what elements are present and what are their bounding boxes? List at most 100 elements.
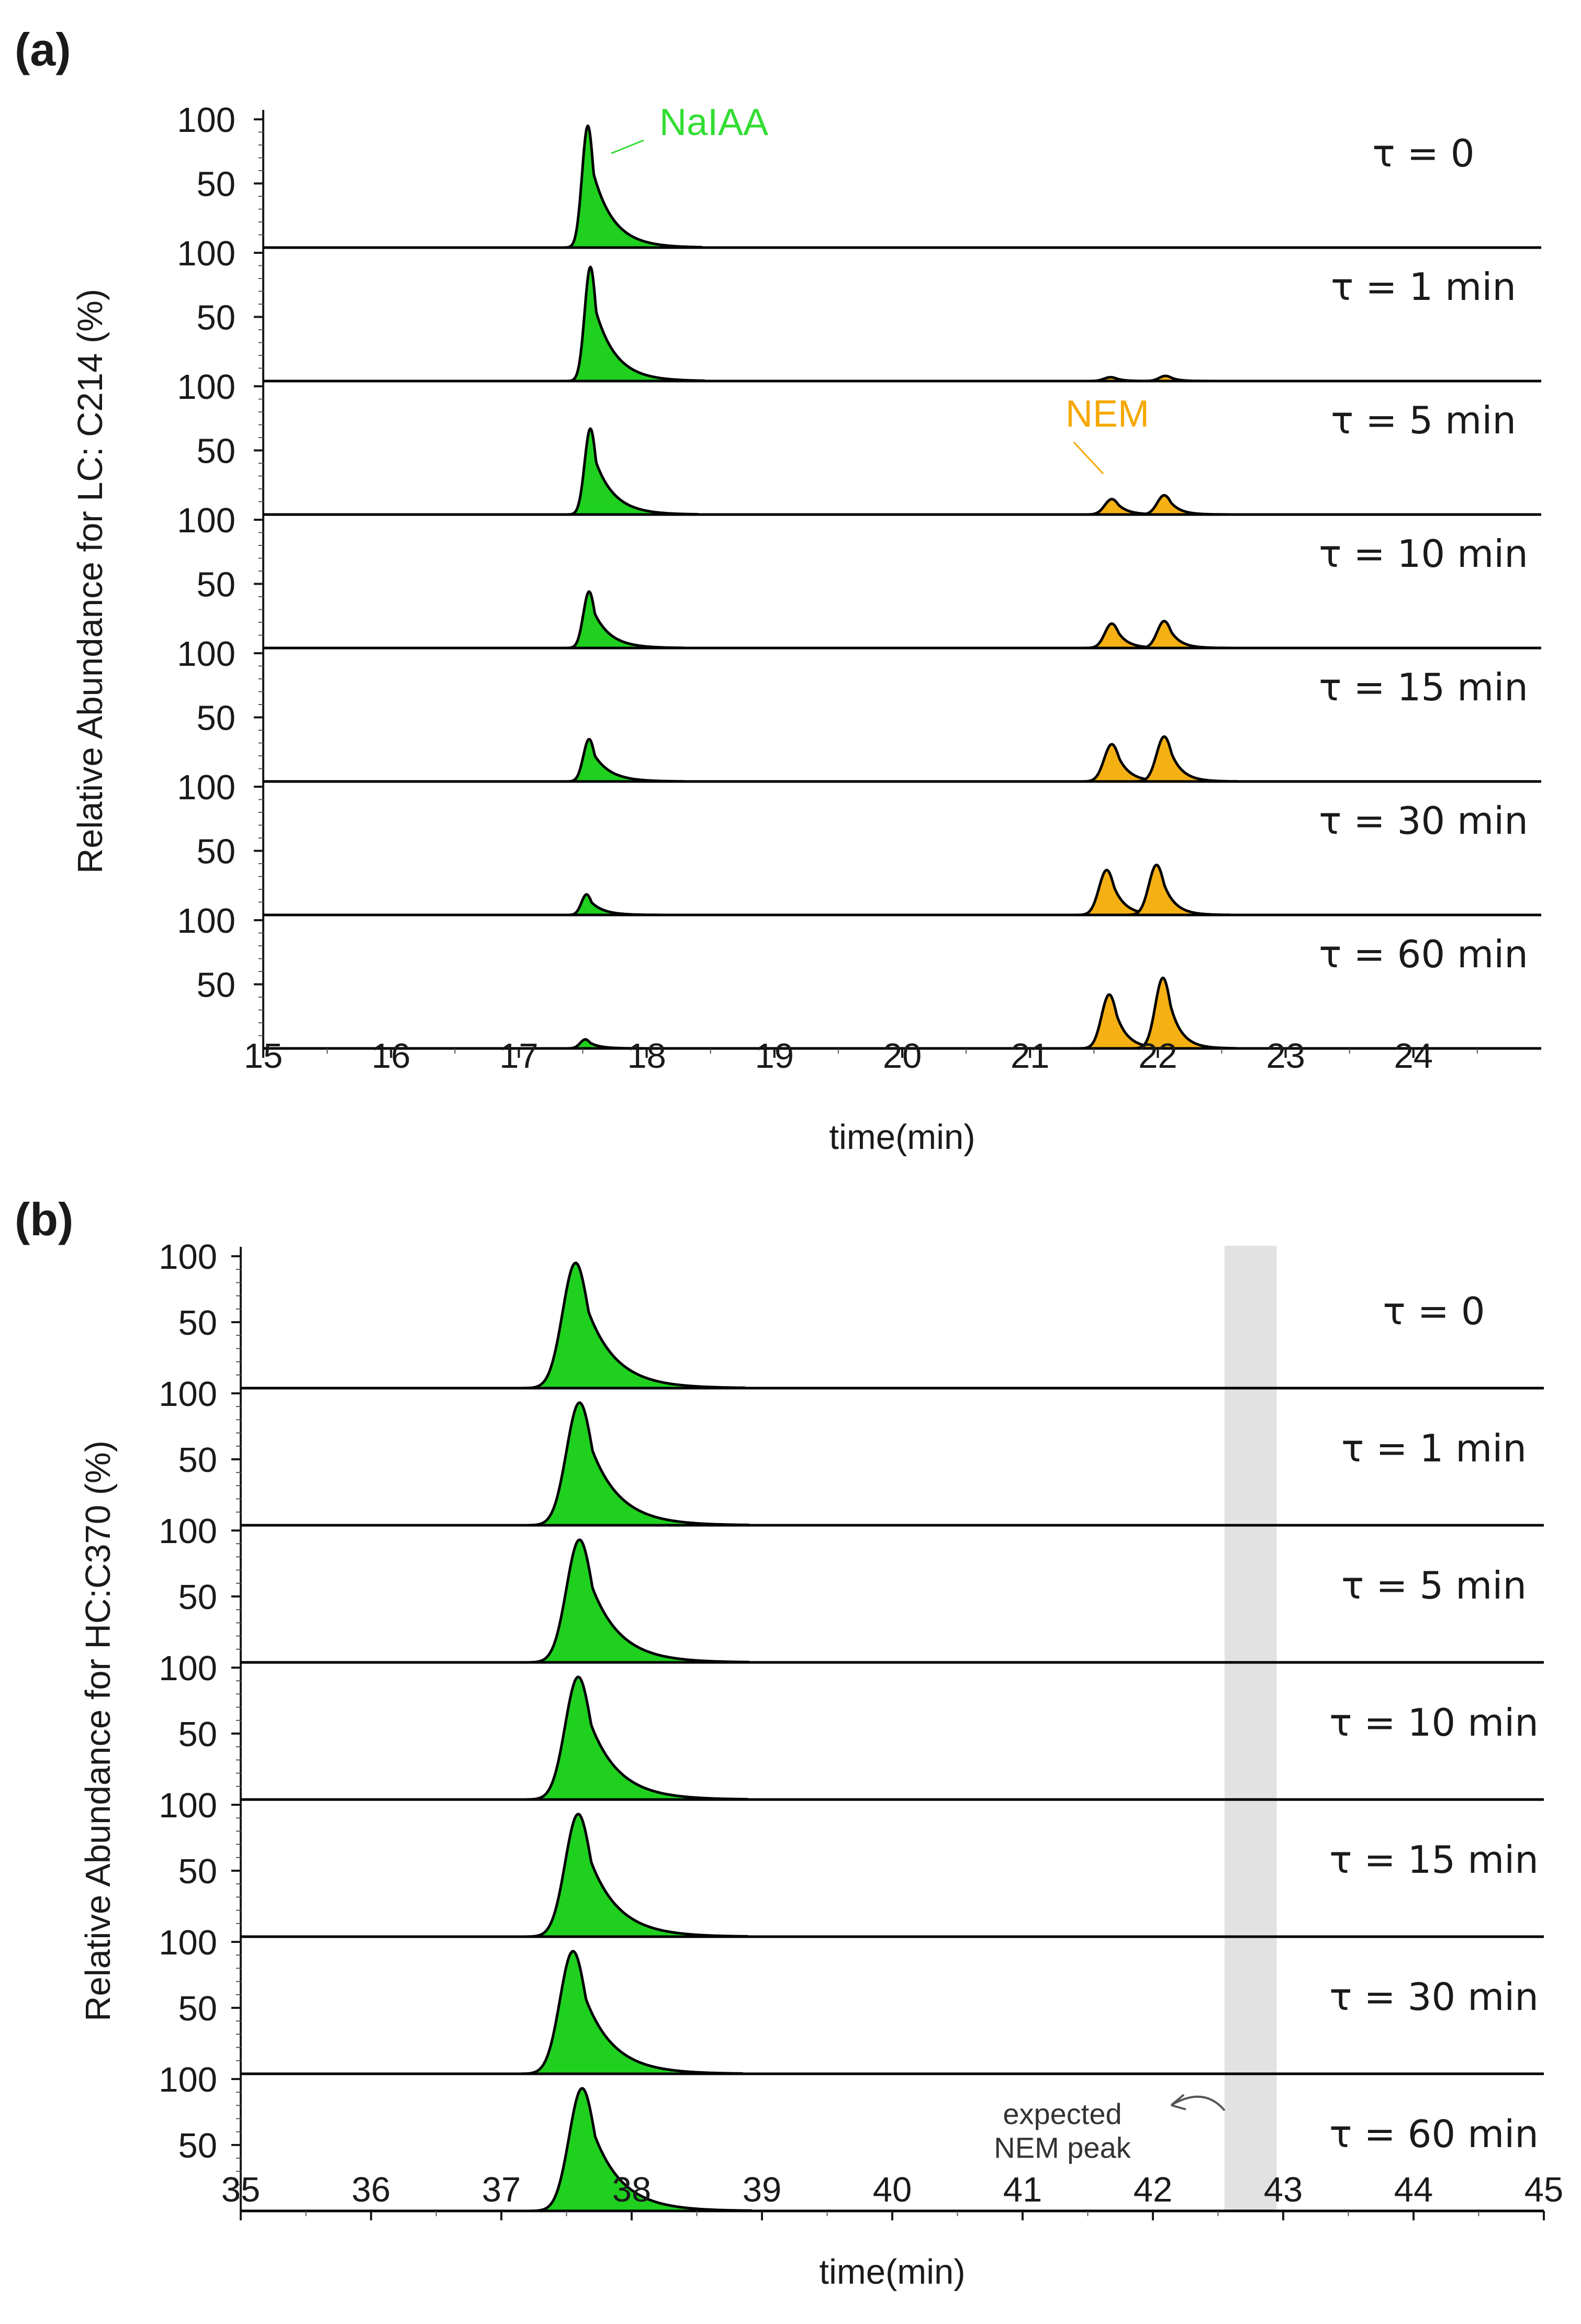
trace-4: 100 50 τ = 10 min	[159, 1649, 1544, 1801]
y-tick-label-50: 50	[178, 1578, 217, 1617]
y-tick-label-50: 50	[178, 1715, 217, 1754]
y-tick-label-100: 100	[177, 367, 236, 407]
x-tick-label: 45	[1524, 2170, 1564, 2209]
x-tick-label: 21	[1011, 1036, 1050, 1076]
peak-nem-5-3	[1132, 735, 1239, 783]
x-tick-label: 16	[372, 1036, 411, 1076]
x-tick-label: 19	[755, 1036, 794, 1076]
panel-label-b: (b)	[15, 1193, 73, 1245]
x-tick-label: 41	[1003, 2170, 1042, 2209]
y-tick-label-50: 50	[196, 966, 236, 1005]
annotation-leader	[611, 139, 644, 154]
annotation-naiaa: NaIAA	[611, 102, 768, 154]
y-tick-label-50: 50	[196, 298, 236, 338]
trace-2: 100 50 τ = 1 min	[177, 234, 1541, 383]
tau-label: τ = 15 min	[1319, 665, 1528, 709]
y-axis-title: Relative Abundance for LC: C214 (%)	[71, 289, 110, 874]
trace-5: 100 50 τ = 15 min	[159, 1786, 1544, 1938]
y-tick-label-50: 50	[178, 1989, 217, 2028]
x-tick-label: 42	[1134, 2170, 1173, 2209]
y-tick-label-50: 50	[178, 1440, 217, 1480]
x-tick-label: 37	[482, 2170, 521, 2209]
y-tick-label-50: 50	[196, 432, 236, 471]
annotation-text: NEM peak	[994, 2131, 1131, 2164]
x-tick-label: 23	[1266, 1036, 1305, 1076]
tau-label: τ = 30 min	[1319, 799, 1528, 843]
peak-naiaa-6-1	[565, 893, 662, 917]
peak-naiaa-5-1	[565, 738, 685, 783]
tau-label: τ = 0	[1383, 1289, 1485, 1333]
peak-nem-3-3	[1135, 494, 1231, 516]
x-tick-label: 17	[499, 1036, 539, 1076]
peak-naiaa-5-1	[524, 1813, 749, 1938]
y-tick-label-100: 100	[159, 1786, 217, 1825]
tau-label: τ = 1 min	[1331, 265, 1516, 309]
y-tick-label-100: 100	[177, 234, 236, 273]
y-tick-label-100: 100	[177, 100, 236, 140]
trace-7: 100 50 τ = 60 min	[177, 901, 1541, 1050]
x-tick-label: 36	[352, 2170, 391, 2209]
tau-label: τ = 15 min	[1329, 1838, 1539, 1882]
x-axis-title: time(min)	[829, 1118, 975, 1157]
x-tick-label: 15	[244, 1036, 283, 1076]
x-tick-label: 22	[1138, 1036, 1178, 1076]
peak-naiaa-3-1	[526, 1538, 750, 1664]
x-tick-label: 20	[883, 1036, 922, 1076]
tau-label: τ = 10 min	[1329, 1701, 1539, 1745]
tau-label: τ = 5 min	[1341, 1563, 1527, 1607]
x-tick-label: 18	[627, 1036, 666, 1076]
expected-nem-band	[1224, 1246, 1277, 2211]
trace-1: 100 50 τ = 0	[177, 100, 1541, 249]
trace-2: 100 50 τ = 1 min	[159, 1375, 1544, 1527]
y-tick-label-100: 100	[159, 1237, 217, 1277]
peak-naiaa-6-1	[519, 1950, 744, 2075]
y-tick-label-100: 100	[159, 1923, 217, 1962]
peak-nem-6-3	[1124, 864, 1231, 917]
x-tick-label: 24	[1394, 1036, 1433, 1076]
trace-3: 100 50 τ = 5 min	[177, 367, 1541, 516]
peak-naiaa-1-1	[522, 1261, 747, 1390]
tau-label: τ = 5 min	[1331, 398, 1516, 442]
y-tick-label-50: 50	[196, 832, 236, 872]
x-tick-label: 40	[873, 2170, 912, 2209]
x-tick-label: 38	[612, 2170, 652, 2209]
y-tick-label-100: 100	[177, 768, 236, 807]
y-tick-label-50: 50	[178, 2126, 217, 2165]
peak-naiaa-2-1	[526, 1401, 750, 1527]
annotation-arrow	[1170, 2095, 1226, 2111]
y-axis-title: Relative Abundance for HC:C370 (%)	[79, 1440, 118, 2021]
annotation-nem: NEM	[1066, 393, 1149, 475]
tau-label: τ = 60 min	[1329, 2112, 1539, 2156]
tau-label: τ = 0	[1372, 131, 1474, 175]
y-tick-label-50: 50	[178, 1303, 217, 1343]
y-tick-label-100: 100	[159, 1375, 217, 1414]
peak-naiaa-2-1	[566, 265, 705, 383]
x-axis-title: time(min)	[819, 2252, 965, 2292]
trace-6: 100 50 τ = 30 min	[177, 768, 1541, 917]
panel-label-a: (a)	[15, 24, 71, 75]
peak-naiaa-4-1	[524, 1675, 749, 1801]
y-tick-label-50: 50	[196, 699, 236, 738]
peak-naiaa-3-1	[566, 427, 699, 516]
panel-a: (a) 100 50 τ = 0 100 50 τ = 1 min 100 50 τ = 5 mi…	[15, 24, 1541, 1157]
y-tick-label-100: 100	[159, 1649, 217, 1688]
tau-label: τ = 30 min	[1329, 1975, 1539, 2019]
y-tick-label-100: 100	[177, 501, 236, 540]
tau-label: τ = 10 min	[1319, 532, 1528, 576]
x-tick-label: 43	[1264, 2170, 1303, 2209]
annotation-text: expected	[1003, 2097, 1122, 2130]
y-tick-label-50: 50	[196, 165, 236, 204]
y-tick-label-50: 50	[196, 565, 236, 605]
y-tick-label-100: 100	[177, 634, 236, 674]
y-tick-label-100: 100	[177, 901, 236, 941]
x-tick-label: 39	[743, 2170, 782, 2209]
annotation-text: NaIAA	[659, 102, 768, 143]
peak-naiaa-4-1	[565, 590, 685, 650]
trace-1: 100 50 τ = 0	[159, 1237, 1544, 1390]
y-tick-label-100: 100	[159, 1512, 217, 1551]
trace-6: 100 50 τ = 30 min	[159, 1923, 1544, 2075]
panel-b: (b) 100 50 τ = 0 100 50 τ = 1 min 100 50 τ = 5 mi…	[15, 1193, 1563, 2292]
annotation-leader	[1073, 441, 1104, 475]
